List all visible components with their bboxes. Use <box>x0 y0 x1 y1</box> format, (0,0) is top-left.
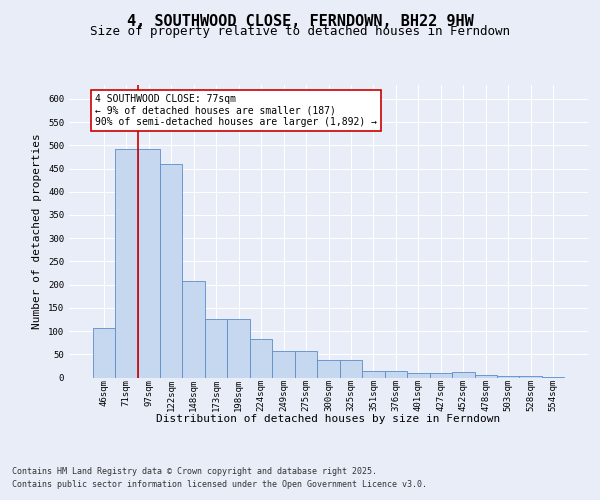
Bar <box>160 164 182 378</box>
Bar <box>542 376 565 378</box>
Bar <box>497 376 520 378</box>
Y-axis label: Number of detached properties: Number of detached properties <box>32 134 43 329</box>
Bar <box>295 351 317 378</box>
Bar <box>362 372 385 378</box>
Text: 4 SOUTHWOOD CLOSE: 77sqm
← 9% of detached houses are smaller (187)
90% of semi-d: 4 SOUTHWOOD CLOSE: 77sqm ← 9% of detache… <box>95 94 377 128</box>
Bar <box>205 320 227 378</box>
Bar <box>227 320 250 378</box>
Bar <box>272 351 295 378</box>
Bar <box>340 360 362 378</box>
Bar <box>520 376 542 378</box>
Bar <box>385 372 407 378</box>
Text: Contains HM Land Registry data © Crown copyright and database right 2025.: Contains HM Land Registry data © Crown c… <box>12 467 377 476</box>
X-axis label: Distribution of detached houses by size in Ferndown: Distribution of detached houses by size … <box>157 414 500 424</box>
Bar <box>137 149 160 378</box>
Bar <box>475 375 497 378</box>
Bar <box>317 360 340 378</box>
Bar <box>115 149 137 378</box>
Bar <box>250 339 272 378</box>
Text: Contains public sector information licensed under the Open Government Licence v3: Contains public sector information licen… <box>12 480 427 489</box>
Text: Size of property relative to detached houses in Ferndown: Size of property relative to detached ho… <box>90 24 510 38</box>
Bar <box>452 372 475 378</box>
Text: 4, SOUTHWOOD CLOSE, FERNDOWN, BH22 9HW: 4, SOUTHWOOD CLOSE, FERNDOWN, BH22 9HW <box>127 14 473 29</box>
Bar <box>407 373 430 378</box>
Bar <box>430 373 452 378</box>
Bar <box>182 282 205 378</box>
Bar <box>92 328 115 378</box>
